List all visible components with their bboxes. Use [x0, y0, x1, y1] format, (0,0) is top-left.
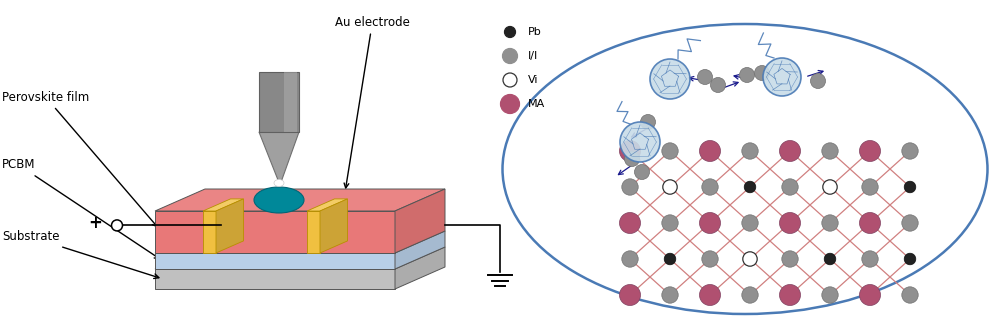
Circle shape [859, 284, 881, 305]
Ellipse shape [503, 24, 988, 314]
Polygon shape [320, 199, 348, 253]
Circle shape [824, 253, 836, 265]
Polygon shape [155, 253, 395, 269]
Circle shape [700, 141, 720, 162]
Circle shape [780, 284, 800, 305]
Circle shape [620, 141, 640, 162]
Circle shape [782, 179, 798, 195]
Circle shape [698, 70, 712, 84]
Circle shape [702, 179, 718, 195]
Circle shape [662, 143, 678, 159]
Polygon shape [395, 231, 445, 269]
Circle shape [740, 67, 755, 82]
Polygon shape [155, 211, 395, 253]
Circle shape [822, 287, 838, 303]
Text: Vi: Vi [528, 75, 538, 85]
Circle shape [112, 220, 122, 231]
Circle shape [662, 215, 678, 231]
Circle shape [902, 287, 918, 303]
Circle shape [755, 65, 770, 80]
Ellipse shape [274, 180, 284, 186]
Circle shape [640, 114, 656, 129]
Circle shape [662, 287, 678, 303]
Circle shape [763, 58, 801, 96]
Circle shape [742, 287, 758, 303]
Circle shape [742, 215, 758, 231]
Polygon shape [395, 247, 445, 289]
Circle shape [702, 251, 718, 267]
Circle shape [822, 143, 838, 159]
Polygon shape [155, 189, 445, 211]
Circle shape [822, 215, 838, 231]
Polygon shape [203, 211, 216, 253]
Circle shape [742, 143, 758, 159]
Circle shape [902, 215, 918, 231]
Circle shape [780, 141, 800, 162]
Polygon shape [216, 199, 244, 253]
Polygon shape [203, 199, 244, 211]
Circle shape [710, 77, 726, 93]
Circle shape [904, 253, 916, 265]
Circle shape [862, 251, 878, 267]
Text: I/I: I/I [528, 51, 538, 61]
Text: MA: MA [528, 99, 545, 109]
Circle shape [635, 164, 650, 180]
Polygon shape [155, 269, 395, 289]
Polygon shape [259, 72, 299, 132]
Circle shape [810, 74, 826, 89]
Circle shape [503, 73, 517, 87]
Circle shape [620, 284, 640, 305]
Circle shape [622, 179, 638, 195]
Circle shape [504, 26, 516, 38]
Text: +: + [88, 215, 102, 232]
Circle shape [663, 180, 677, 194]
Circle shape [500, 95, 520, 113]
Circle shape [620, 213, 640, 233]
Circle shape [502, 48, 518, 63]
Circle shape [624, 151, 640, 166]
Text: Perovskite film: Perovskite film [2, 91, 157, 227]
Circle shape [664, 253, 676, 265]
Polygon shape [284, 72, 297, 132]
Circle shape [862, 179, 878, 195]
Circle shape [744, 181, 756, 193]
Circle shape [700, 284, 720, 305]
Circle shape [859, 141, 881, 162]
Polygon shape [395, 189, 445, 253]
Circle shape [620, 122, 660, 162]
Polygon shape [259, 132, 299, 185]
Circle shape [904, 181, 916, 193]
Circle shape [650, 59, 690, 99]
Polygon shape [307, 199, 348, 211]
Circle shape [700, 213, 720, 233]
Circle shape [902, 143, 918, 159]
Ellipse shape [254, 187, 304, 213]
Circle shape [743, 252, 757, 266]
Text: 200 um: 200 um [240, 229, 283, 239]
Circle shape [823, 180, 837, 194]
Circle shape [782, 251, 798, 267]
Circle shape [780, 213, 800, 233]
Text: Substrate: Substrate [2, 231, 159, 279]
Polygon shape [155, 247, 445, 269]
Circle shape [622, 251, 638, 267]
Text: PCBM: PCBM [2, 159, 159, 259]
Circle shape [859, 213, 881, 233]
Text: Au electrode: Au electrode [335, 15, 410, 188]
Polygon shape [307, 211, 320, 253]
Polygon shape [155, 231, 445, 253]
Text: Pb: Pb [528, 27, 542, 37]
